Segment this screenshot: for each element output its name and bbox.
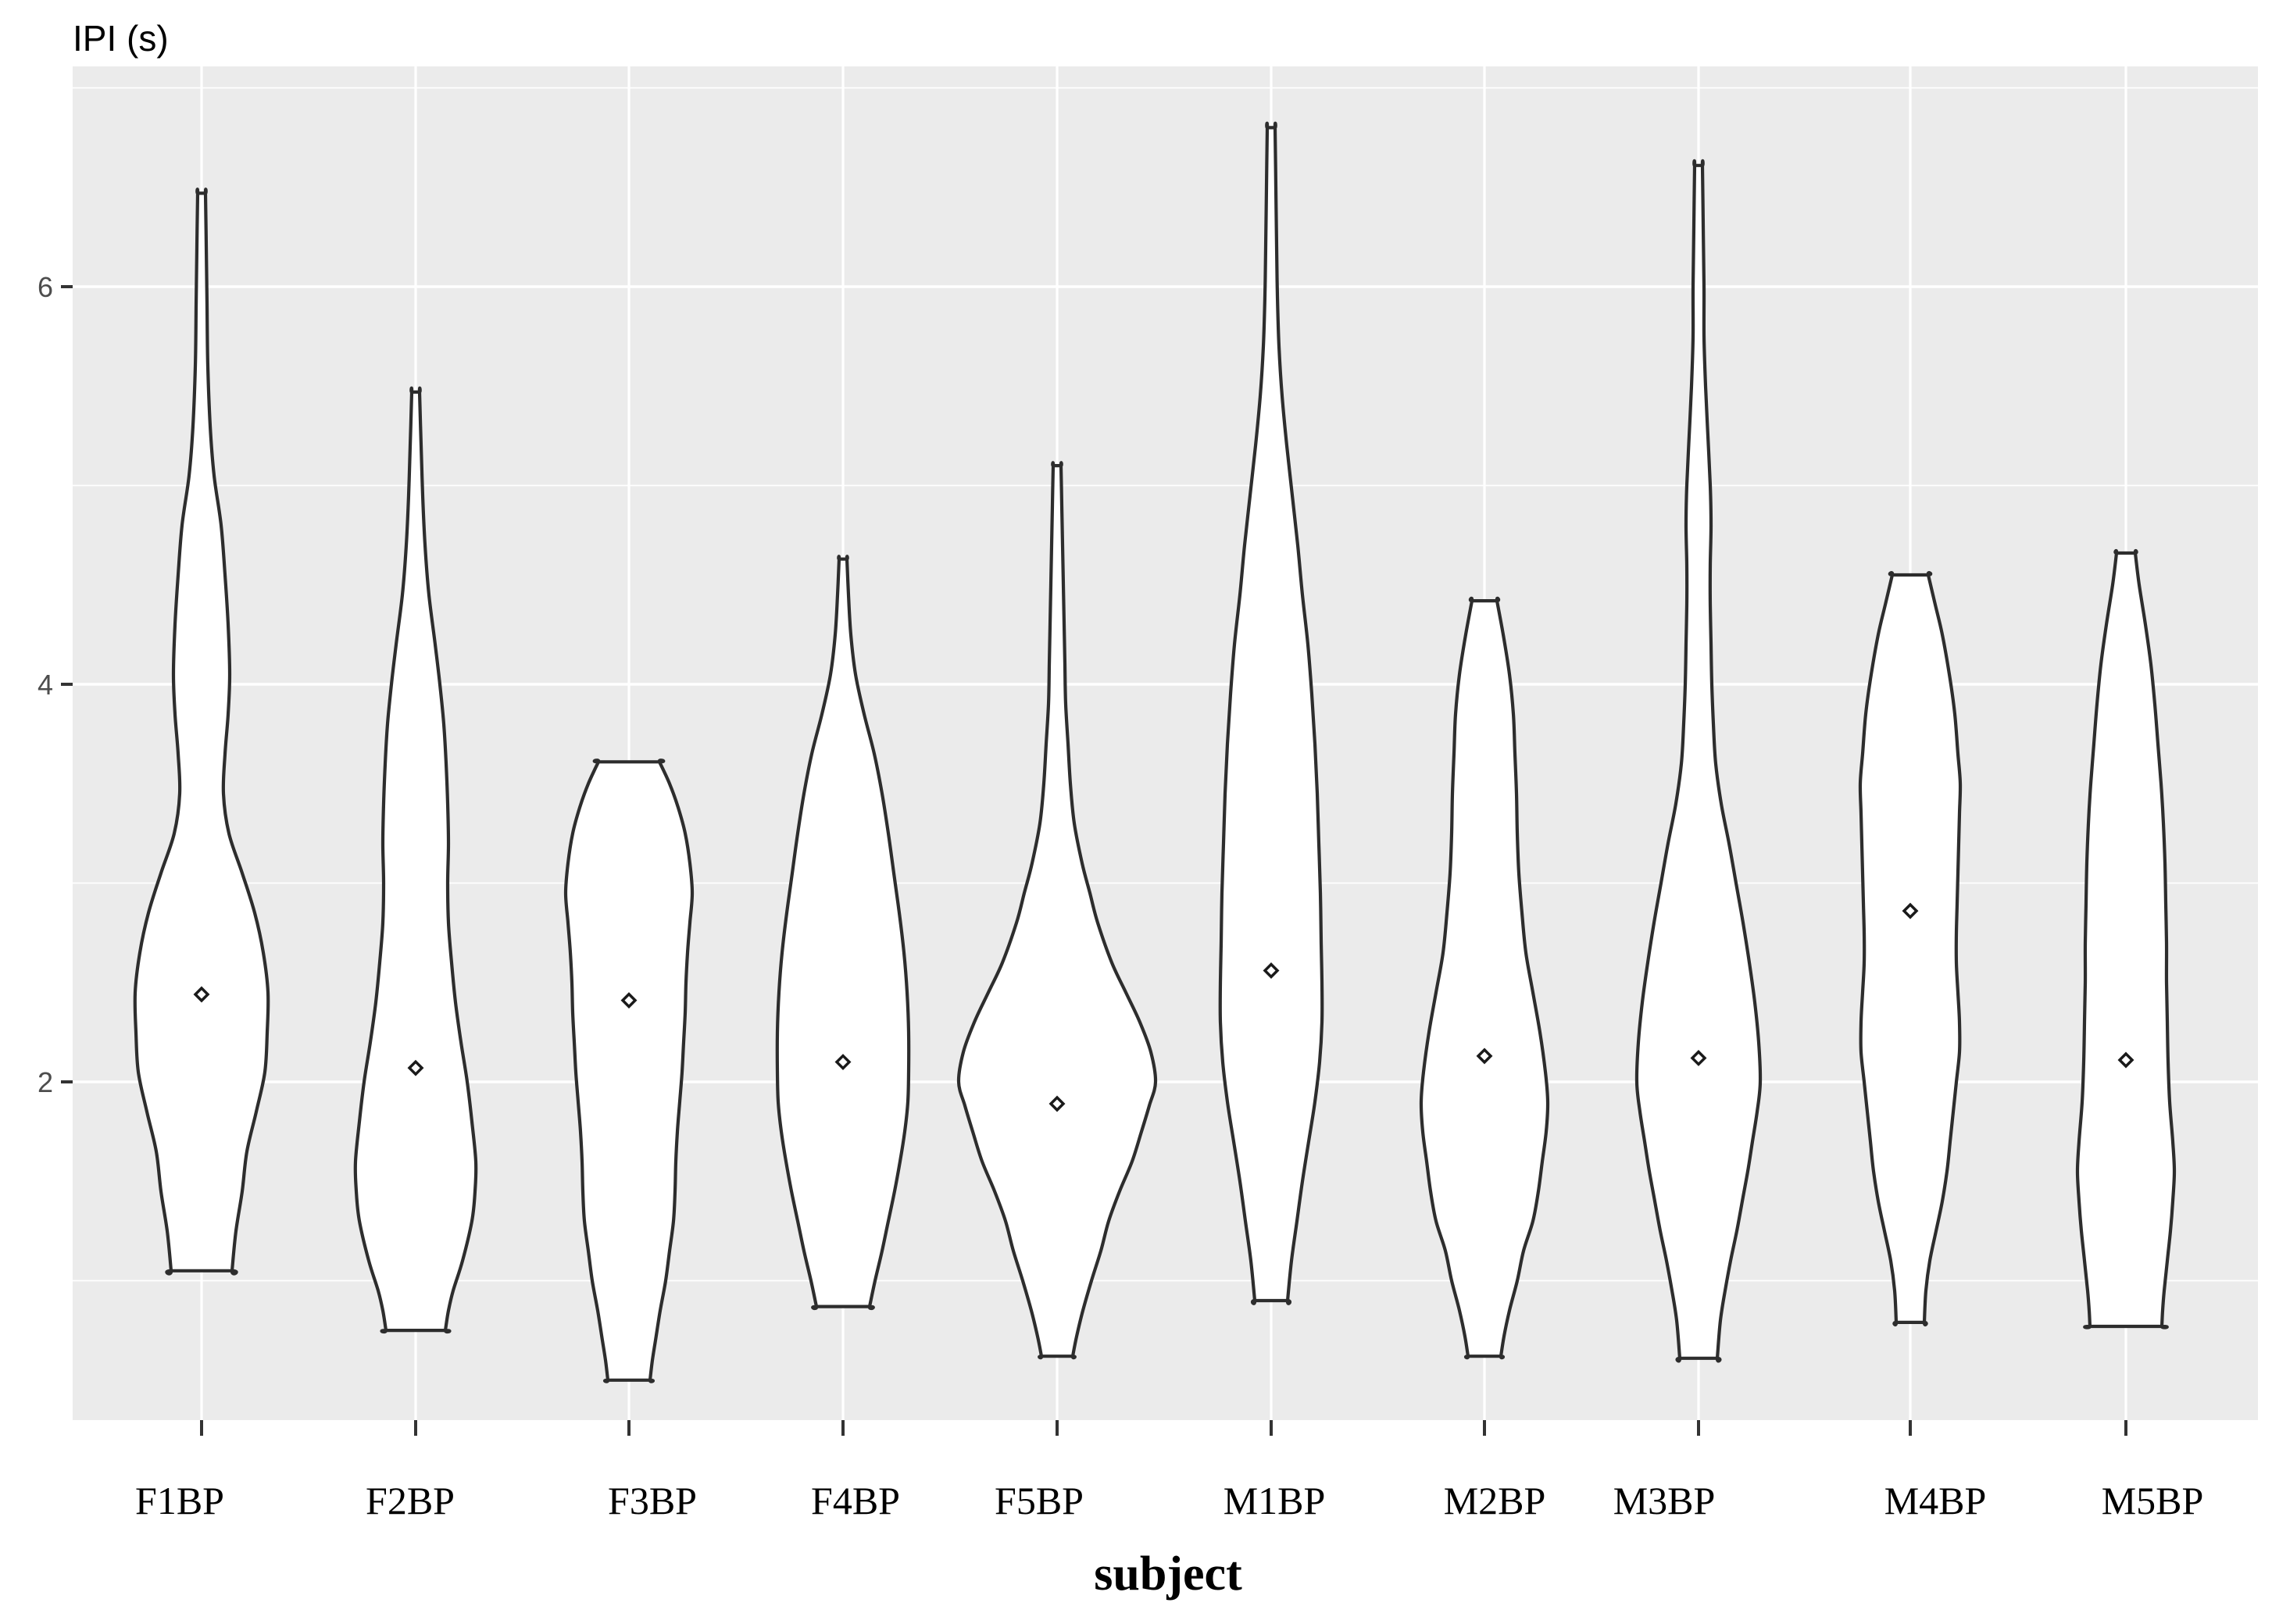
violin-M4BP (1858, 571, 1963, 1326)
violin-F4BP (775, 555, 911, 1311)
mean-diamond-F5BP (1048, 1095, 1066, 1112)
x-tick-label-F5BP: F5BP (995, 1479, 1084, 1522)
violin-F5BP (956, 461, 1158, 1360)
mean-diamond-M1BP (1263, 962, 1280, 979)
violin-F2BP (353, 386, 478, 1334)
violin-M3BP (1634, 159, 1763, 1363)
mean-diamond-M3BP (1690, 1049, 1707, 1066)
x-tick-label-M1BP: M1BP (1224, 1479, 1326, 1522)
mean-diamond-F1BP (193, 986, 210, 1003)
x-tick-label-F1BP: F1BP (135, 1479, 224, 1522)
mean-diamond-M5BP (2117, 1051, 2134, 1069)
x-tick-label-F2BP: F2BP (366, 1479, 455, 1522)
mean-diamond-F3BP (620, 992, 638, 1009)
x-tick-label-F3BP: F3BP (608, 1479, 697, 1522)
x-axis-title: subject (1094, 1547, 1242, 1601)
x-tick-label-M5BP: M5BP (2102, 1479, 2204, 1522)
y-tick-label-2: 2 (38, 1066, 53, 1098)
x-tick-label-M3BP: M3BP (1613, 1479, 1716, 1522)
violin-F1BP (133, 187, 270, 1276)
mean-diamond-M2BP (1476, 1048, 1493, 1065)
y-tick-label-6: 6 (38, 271, 53, 303)
x-tick-label-F4BP: F4BP (811, 1479, 900, 1522)
violin-M5BP (2075, 548, 2177, 1330)
plot-title: IPI (s) (73, 18, 169, 59)
y-tick-label-4: 4 (38, 669, 53, 701)
mean-diamond-F2BP (407, 1059, 424, 1076)
violin-M1BP (1218, 121, 1324, 1305)
mean-diamond-M4BP (1902, 902, 1919, 919)
violin-F3BP (563, 758, 695, 1383)
x-tick-label-M4BP: M4BP (1884, 1479, 1987, 1522)
violin-M2BP (1419, 596, 1550, 1360)
x-tick-label-M2BP: M2BP (1444, 1479, 1546, 1522)
mean-diamond-F4BP (834, 1054, 852, 1071)
